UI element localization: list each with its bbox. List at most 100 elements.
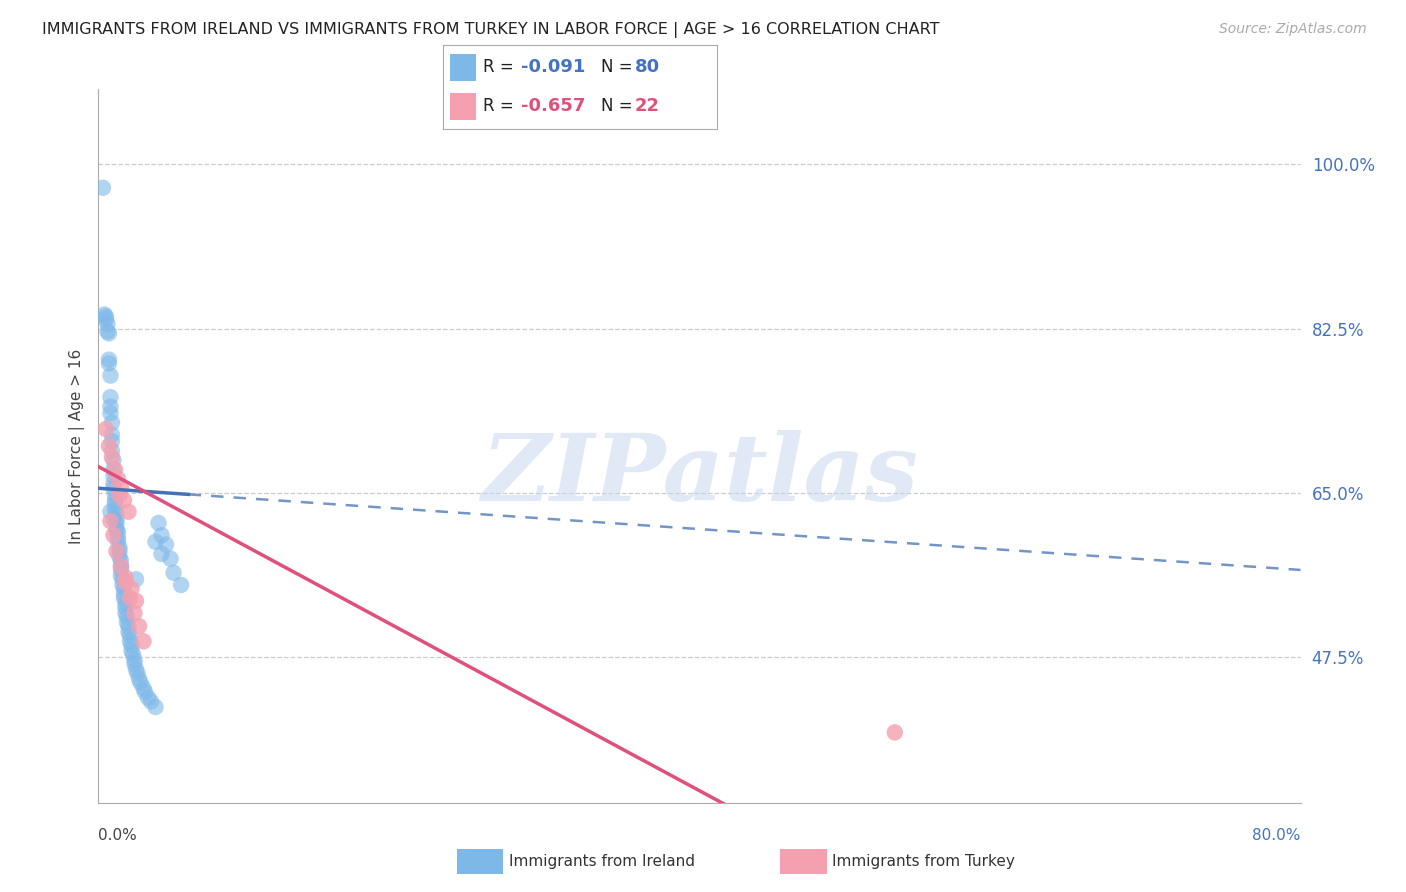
Point: [97, 356, 120, 370]
Point: [101, 443, 124, 458]
Text: Source: ZipAtlas.com: Source: ZipAtlas.com: [1219, 22, 1367, 37]
Point: [108, 488, 131, 502]
Text: N =: N =: [600, 97, 637, 115]
Point: [101, 416, 124, 430]
Point: [103, 481, 125, 495]
Point: [155, 538, 177, 552]
Point: [107, 534, 129, 549]
Point: [105, 522, 128, 536]
Point: [105, 544, 128, 558]
Point: [117, 619, 139, 633]
Point: [94, 422, 117, 436]
Point: [105, 512, 128, 526]
Point: [121, 638, 143, 652]
Point: [162, 566, 184, 580]
Point: [128, 619, 150, 633]
Point: [125, 572, 148, 586]
Point: [104, 462, 127, 476]
Text: N =: N =: [600, 59, 637, 77]
Text: IMMIGRANTS FROM IRELAND VS IMMIGRANTS FROM TURKEY IN LABOR FORCE | AGE > 16 CORR: IMMIGRANTS FROM IRELAND VS IMMIGRANTS FR…: [42, 22, 939, 38]
Point: [114, 570, 136, 584]
Point: [115, 615, 138, 630]
Point: [100, 406, 122, 420]
Text: Immigrants from Ireland: Immigrants from Ireland: [509, 855, 695, 869]
Point: [96, 325, 118, 339]
Text: Immigrants from Turkey: Immigrants from Turkey: [832, 855, 1015, 869]
Point: [110, 568, 132, 582]
Text: R =: R =: [482, 59, 519, 77]
Point: [100, 505, 122, 519]
Point: [883, 725, 905, 739]
Text: 80: 80: [636, 59, 659, 77]
Point: [103, 528, 125, 542]
Point: [136, 690, 159, 705]
Point: [112, 582, 135, 596]
Point: [104, 503, 127, 517]
Point: [110, 553, 132, 567]
Point: [121, 582, 143, 596]
Point: [97, 439, 120, 453]
Point: [145, 534, 167, 549]
Point: [139, 694, 162, 708]
Point: [150, 528, 173, 542]
Point: [100, 400, 122, 414]
Point: [114, 600, 136, 615]
Point: [112, 493, 135, 508]
Point: [134, 685, 156, 699]
Point: [110, 559, 132, 574]
Point: [103, 469, 125, 483]
Point: [91, 181, 114, 195]
Point: [121, 643, 143, 657]
Point: [132, 681, 155, 696]
Point: [107, 525, 129, 540]
Point: [107, 531, 129, 545]
Point: [110, 559, 132, 574]
Point: [124, 653, 146, 667]
Point: [101, 450, 124, 465]
Point: [117, 624, 139, 639]
Point: [118, 634, 141, 648]
Point: [101, 427, 124, 442]
Point: [105, 516, 128, 530]
Point: [105, 507, 128, 521]
Y-axis label: In Labor Force | Age > 16: In Labor Force | Age > 16: [69, 349, 84, 543]
Point: [124, 657, 146, 671]
Text: 80.0%: 80.0%: [1253, 828, 1301, 843]
Point: [110, 563, 132, 577]
Point: [118, 629, 141, 643]
Point: [122, 648, 145, 662]
Point: [170, 578, 193, 592]
Point: [118, 591, 141, 606]
Point: [132, 634, 155, 648]
Point: [114, 597, 136, 611]
Point: [125, 663, 148, 677]
Point: [104, 488, 127, 502]
Point: [104, 497, 127, 511]
Point: [112, 591, 135, 606]
Point: [148, 516, 170, 530]
Point: [94, 312, 117, 326]
Bar: [450, 54, 475, 81]
Point: [124, 606, 146, 620]
Point: [108, 549, 131, 564]
Point: [104, 493, 127, 508]
Point: [103, 453, 125, 467]
Point: [108, 544, 131, 558]
Point: [111, 572, 134, 586]
Point: [125, 594, 148, 608]
Point: [94, 310, 117, 324]
Point: [103, 512, 125, 526]
Point: [114, 575, 136, 590]
Point: [159, 551, 181, 566]
Point: [111, 578, 134, 592]
Point: [96, 317, 118, 331]
Text: ZIPatlas: ZIPatlas: [481, 430, 918, 519]
Point: [127, 666, 149, 681]
Point: [117, 505, 139, 519]
Point: [97, 352, 120, 367]
Point: [103, 462, 125, 476]
Text: 0.0%: 0.0%: [98, 828, 138, 843]
Point: [100, 514, 122, 528]
Text: 22: 22: [636, 97, 659, 115]
Point: [107, 472, 129, 486]
